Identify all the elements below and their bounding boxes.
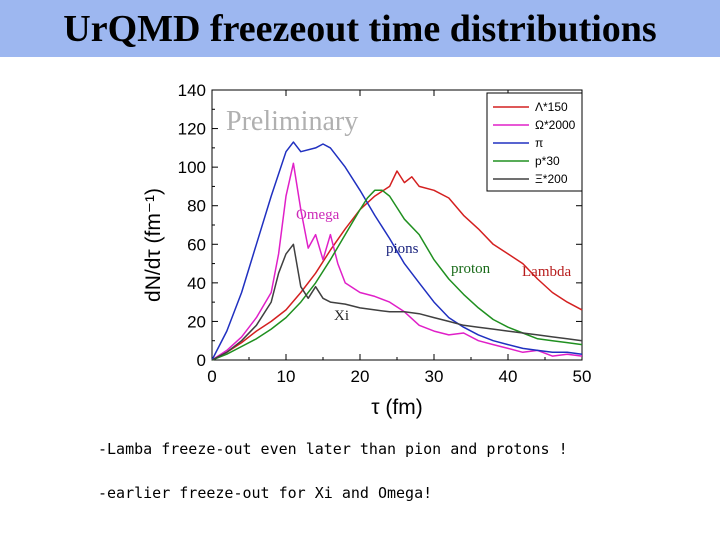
bullet-lambda-note: -Lamba freeze-out even later than pion a… — [98, 440, 568, 458]
annotation-pions: pions — [386, 241, 419, 257]
y-tick-label: 120 — [178, 120, 206, 139]
y-tick-label: 140 — [178, 81, 206, 100]
legend-box — [486, 92, 583, 192]
y-axis-label: dN/dτ (fm⁻¹) — [142, 188, 165, 302]
x-tick-label: 10 — [277, 367, 296, 386]
slide-title: UrQMD freezeout time distributions — [63, 8, 657, 50]
series-line-2 — [211, 141, 583, 361]
series-line-4 — [211, 243, 583, 361]
bullet-xi-omega-note: -earlier freeze-out for Xi and Omega! — [98, 484, 433, 502]
y-tick-label: 80 — [187, 197, 206, 216]
x-tick-label: 50 — [573, 367, 592, 386]
legend-label-1: Ω*2000 — [535, 118, 576, 132]
y-tick-label: 20 — [187, 312, 206, 331]
y-tick-label: 40 — [187, 274, 206, 293]
x-tick-label: 40 — [499, 367, 518, 386]
series-line-3 — [211, 189, 583, 361]
annotation-omega: Omega — [296, 207, 340, 223]
x-tick-label: 20 — [351, 367, 370, 386]
legend-label-3: p*30 — [535, 154, 560, 168]
series-line-0 — [211, 170, 583, 361]
legend-label-4: Ξ*200 — [535, 172, 568, 186]
y-tick-label: 100 — [178, 158, 206, 177]
x-axis-label: τ (fm) — [371, 396, 422, 419]
title-bar — [0, 0, 720, 57]
annotation-xi: Xi — [334, 308, 349, 324]
annotation-lambda: Lambda — [522, 264, 571, 280]
x-tick-label: 0 — [207, 367, 216, 386]
annotation-proton: proton — [451, 261, 491, 277]
x-tick-label: 30 — [425, 367, 444, 386]
series-line-1 — [211, 162, 583, 361]
legend-label-2: π — [535, 136, 543, 150]
preliminary-watermark: Preliminary — [226, 106, 358, 137]
legend-label-0: Λ*150 — [535, 100, 568, 114]
y-tick-label: 0 — [197, 351, 206, 370]
y-tick-label: 60 — [187, 235, 206, 254]
